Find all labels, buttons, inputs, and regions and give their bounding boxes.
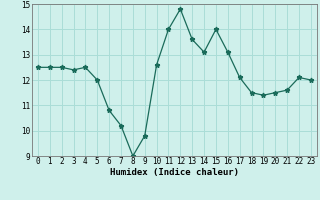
X-axis label: Humidex (Indice chaleur): Humidex (Indice chaleur) [110, 168, 239, 177]
